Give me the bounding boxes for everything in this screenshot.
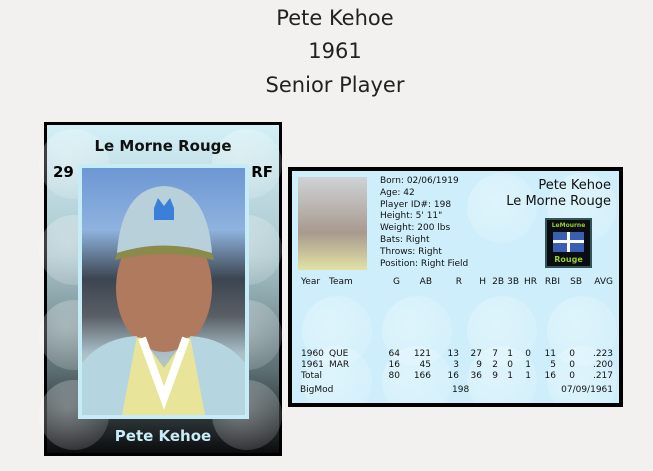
stat-cell: 9 xyxy=(476,360,482,370)
column-header: Team xyxy=(329,277,353,287)
stat-cell: .223 xyxy=(592,349,613,359)
column-header: AB xyxy=(419,277,432,287)
stat-cell: 1 xyxy=(525,360,531,370)
footer-left: BigMod xyxy=(300,385,334,395)
stat-cell: 0 xyxy=(507,360,513,370)
year-heading: 1961 xyxy=(308,39,362,63)
column-header: 3B xyxy=(507,277,519,287)
stat-cell: 0 xyxy=(569,349,575,359)
footer-center: 198 xyxy=(452,385,470,395)
position: RF xyxy=(251,163,273,181)
info-position: Position: Right Field xyxy=(380,258,469,269)
stat-cell: 1 xyxy=(525,371,531,381)
column-header: Year xyxy=(301,277,321,287)
stat-cell: 0 xyxy=(569,360,575,370)
info-age: Age: 42 xyxy=(380,187,415,198)
info-weight: Weight: 200 lbs xyxy=(380,223,451,234)
stat-cell: Total xyxy=(301,371,323,381)
stat-cell: 5 xyxy=(550,360,556,370)
stat-cell: 16 xyxy=(447,371,459,381)
stat-cell: 0 xyxy=(525,349,531,359)
info-height: Height: 5' 11" xyxy=(380,211,443,222)
stat-cell: 11 xyxy=(544,349,556,359)
stat-cell: .217 xyxy=(592,371,613,381)
column-header: 2B xyxy=(492,277,504,287)
info-born: Born: 02/06/1919 xyxy=(380,176,459,186)
card-front: Le Morne Rouge 29 RF Pete Kehoe xyxy=(39,122,282,456)
stat-cell: 1961 xyxy=(301,360,324,370)
stat-cell: 45 xyxy=(419,360,431,370)
team-logo: LeMourne Rouge xyxy=(545,218,592,268)
column-header: H xyxy=(479,277,486,287)
footer-right: 07/09/1961 xyxy=(561,385,613,395)
column-header: HR xyxy=(523,277,537,287)
player-info: Born: 02/06/1919 Age: 42 Player ID#: 198… xyxy=(380,176,468,270)
stat-cell: 13 xyxy=(447,349,459,359)
status-heading: Senior Player xyxy=(265,73,405,97)
stat-cell: 27 xyxy=(470,349,482,359)
player-name: Pete Kehoe xyxy=(114,427,212,445)
stat-cell: 3 xyxy=(453,360,459,370)
info-bats: Bats: Right xyxy=(380,234,430,245)
stat-cell: 1 xyxy=(507,349,513,359)
stat-cell: 7 xyxy=(492,349,498,359)
stat-cell: 36 xyxy=(470,371,482,381)
column-header: SB xyxy=(570,277,582,287)
stat-cell: .200 xyxy=(592,360,613,370)
stat-cell: 9 xyxy=(492,371,498,381)
stat-cell: 0 xyxy=(569,371,575,381)
stat-cell: 64 xyxy=(388,349,400,359)
stat-cell: 1 xyxy=(507,371,513,381)
player-thumbnail xyxy=(298,177,367,270)
player-photo xyxy=(78,164,249,419)
stat-cell: MAR xyxy=(329,360,350,370)
stat-cell: 2 xyxy=(492,360,498,370)
stat-cell: 1960 xyxy=(301,349,324,359)
stat-cell: 121 xyxy=(413,349,431,359)
column-header: G xyxy=(393,277,400,287)
stat-cell: 166 xyxy=(413,371,431,381)
column-header: RBI xyxy=(544,277,560,287)
info-throws: Throws: Right xyxy=(380,246,442,257)
stat-cell: 16 xyxy=(388,360,400,370)
column-header: R xyxy=(455,277,462,287)
back-team-name: Le Morne Rouge xyxy=(506,194,611,209)
stat-cell: 16 xyxy=(544,371,556,381)
back-player-name: Pete Kehoe xyxy=(538,178,611,193)
info-id: Player ID#: 198 xyxy=(380,199,452,210)
team-name: Le Morne Rouge xyxy=(94,137,232,155)
stat-cell: QUE xyxy=(329,349,349,359)
card-back: Born: 02/06/1919 Age: 42 Player ID#: 198… xyxy=(288,167,623,407)
column-header: AVG xyxy=(594,277,613,287)
stat-cell: 80 xyxy=(388,371,400,381)
player-name-heading: Pete Kehoe xyxy=(276,6,394,30)
jersey-number: 29 xyxy=(53,163,74,181)
